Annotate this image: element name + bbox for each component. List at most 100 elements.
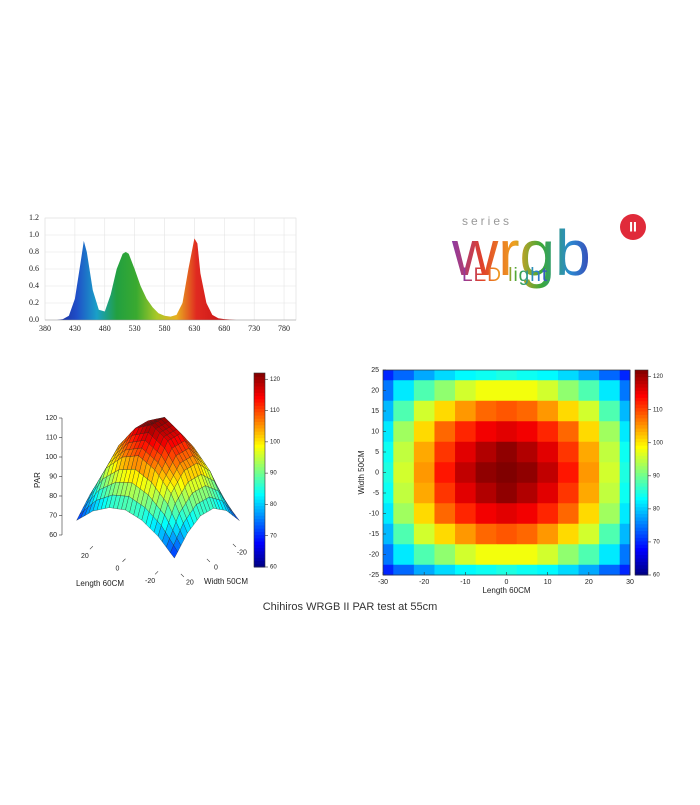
- heat-cell: [557, 421, 579, 443]
- heat-cell: [619, 380, 631, 402]
- colorbar-step: [635, 380, 648, 385]
- heat-cell: [475, 380, 497, 402]
- colorbar-step: [635, 452, 648, 456]
- surface-facet: [170, 544, 178, 559]
- colorbar-step: [635, 510, 648, 514]
- colorbar-step: [635, 568, 648, 573]
- y-tick-label: -20: [369, 551, 379, 558]
- heat-cell: [383, 441, 394, 463]
- colorbar-step: [254, 508, 265, 513]
- z-tick-label: 100: [45, 454, 57, 461]
- y-tick-label: -15: [369, 531, 379, 538]
- heat-cell: [599, 370, 621, 381]
- heat-cell: [619, 564, 631, 576]
- heat-cell: [599, 523, 621, 545]
- colorbar-step: [254, 473, 265, 477]
- z-axis-label: PAR: [33, 472, 42, 488]
- heat-cell: [475, 400, 497, 422]
- y-tick: [232, 543, 237, 548]
- y-tick-label: -5: [373, 490, 379, 497]
- heat-cell: [578, 441, 600, 463]
- heat-cell: [475, 421, 497, 443]
- colorbar-step: [254, 453, 265, 458]
- y-tick-label: 0.6: [29, 264, 39, 273]
- colorbar-step: [635, 393, 648, 398]
- heat-cell: [537, 380, 559, 402]
- spectrum-chart: 0.0 0.2 0.4 0.6 0.8 1.0 1.2 380 430 480 530 580 630 6…: [29, 213, 297, 333]
- y-tick-label: -25: [369, 572, 379, 579]
- heat-cell: [393, 482, 415, 504]
- heat-cell: [496, 421, 518, 443]
- heat-cell: [496, 482, 518, 504]
- colorbar-step: [635, 373, 648, 378]
- colorbar-step: [254, 427, 265, 432]
- heat-cell: [455, 462, 477, 484]
- heat-cell: [475, 462, 497, 484]
- colorbar-step: [254, 499, 265, 503]
- heat-cell: [413, 564, 435, 576]
- heat-cell: [413, 380, 435, 402]
- z-tick-label: 60: [49, 532, 57, 539]
- heat-cell: [537, 421, 559, 443]
- colorbar-step: [635, 387, 648, 391]
- colorbar-step: [254, 392, 265, 397]
- x-tick-label: 20: [81, 553, 89, 560]
- colorbar-step: [254, 431, 265, 435]
- x-tick-label: 630: [188, 324, 200, 333]
- colorbar-tick-label: 100: [653, 440, 664, 446]
- heat-cell: [383, 400, 394, 422]
- heat-cell: [496, 400, 518, 422]
- colorbar-step: [254, 518, 265, 523]
- x-tick-label: 30: [626, 579, 634, 586]
- colorbar-step: [254, 382, 265, 387]
- colorbar-tick-label: 120: [270, 377, 281, 383]
- colorbar-step: [635, 390, 648, 395]
- colorbar-step: [254, 463, 265, 468]
- heat-cell: [557, 400, 579, 422]
- heat-cell: [516, 544, 538, 566]
- heat-cell: [383, 380, 394, 402]
- colorbar-step: [635, 561, 648, 566]
- heat-cell: [496, 462, 518, 484]
- colorbar-step: [635, 503, 648, 508]
- colorbar-step: [254, 534, 265, 539]
- surface-chart: 60 70 80 90 100 110 120 PAR -20 0 20 -20 0 20 Length 6…: [33, 415, 248, 588]
- x-tick-label: 730: [248, 324, 260, 333]
- heat-cell: [455, 523, 477, 545]
- colorbar-step: [254, 437, 265, 442]
- z-tick-label: 70: [49, 512, 57, 519]
- heat-cell: [516, 523, 538, 545]
- colorbar-step: [254, 395, 265, 400]
- heat-cell: [413, 400, 435, 422]
- colorbar-step: [254, 379, 265, 384]
- heat-cell: [599, 544, 621, 566]
- x-tick-label: 0: [505, 579, 509, 586]
- heat-cell: [475, 544, 497, 566]
- colorbar-tick-label: 60: [653, 573, 660, 579]
- x-axis-label: Length 60CM: [76, 579, 124, 588]
- colorbar-step: [254, 408, 265, 413]
- heat-cell: [619, 400, 631, 422]
- colorbar-step: [254, 528, 265, 532]
- x-tick-label: 20: [585, 579, 593, 586]
- colorbar-step: [254, 389, 265, 393]
- colorbar-step: [254, 550, 265, 555]
- heat-cell: [578, 523, 600, 545]
- colorbar-step: [635, 534, 648, 538]
- heat-cell: [475, 503, 497, 525]
- colorbar-step: [635, 397, 648, 402]
- y-tick-label: 0.2: [29, 298, 39, 307]
- heat-cell: [383, 370, 394, 381]
- heat-cell: [455, 421, 477, 443]
- colorbar-step: [635, 523, 648, 528]
- heat-cell: [578, 482, 600, 504]
- colorbar-step: [635, 571, 648, 576]
- heat-cell: [537, 370, 559, 381]
- colorbar: 60 70 80 90 100 110 120: [253, 372, 281, 571]
- y-tick-label: 0.0: [29, 315, 39, 324]
- colorbar-step: [635, 499, 648, 504]
- surface-facet: [231, 511, 240, 521]
- heat-cell: [537, 564, 559, 576]
- colorbar-step: [254, 544, 265, 549]
- colorbar-step: [635, 482, 648, 487]
